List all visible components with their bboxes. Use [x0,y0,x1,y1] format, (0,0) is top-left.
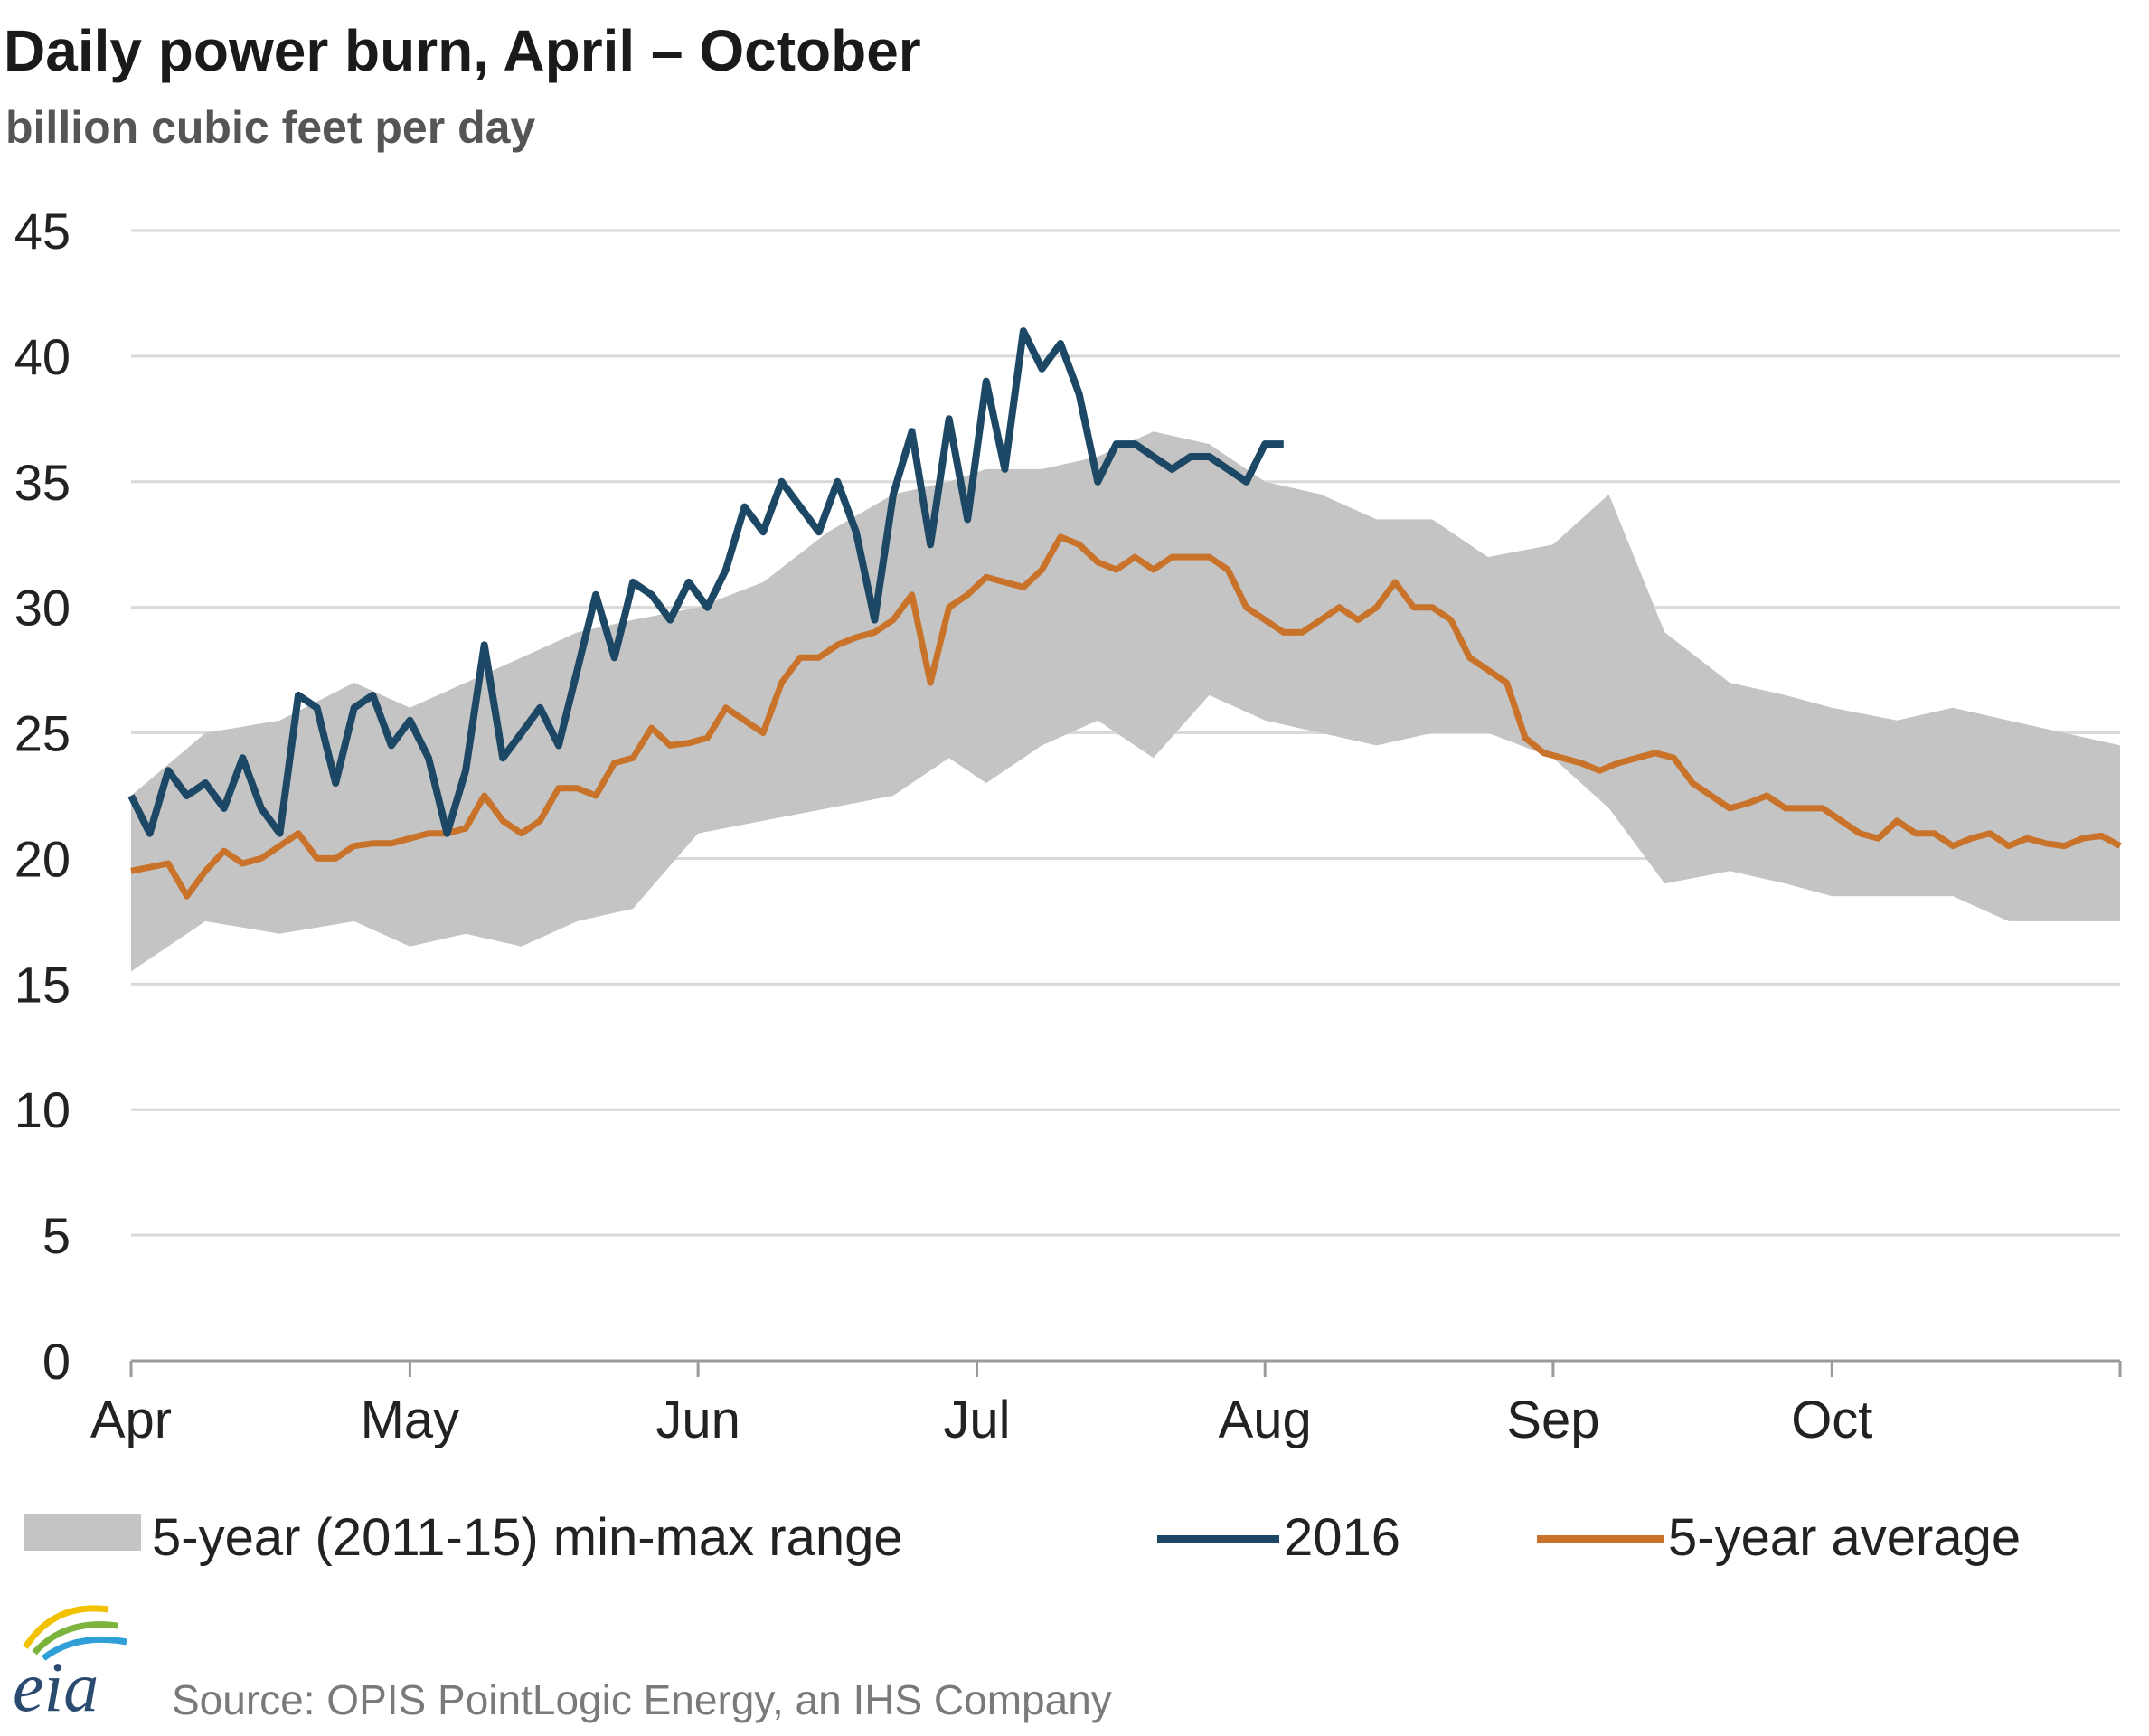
chart-title: Daily power burn, April – October [4,18,921,83]
x-tick-label-Aug: Aug [1219,1391,1312,1449]
series-line-5-year-average [130,533,2122,900]
y-tick-label-35: 35 [14,454,71,511]
y-tick-label-10: 10 [14,1081,71,1138]
legend-label-average: 5-year average [1668,1508,2021,1567]
logo-arc-yellow-icon [23,1605,109,1649]
y-tick-label-5: 5 [42,1207,71,1264]
x-tick-label-Sep: Sep [1506,1391,1599,1449]
y-tick-label-0: 0 [42,1333,71,1390]
legend-label-range: 5-year (2011-15) min-max range [152,1508,903,1567]
y-tick-label-45: 45 [14,203,71,259]
x-tick-label-Jun: Jun [655,1391,740,1449]
source-note: Source: OPIS PointLogic Energy, an IHS C… [172,1676,1112,1723]
y-tick-label-15: 15 [14,956,71,1013]
chart-subtitle: billion cubic feet per day [5,102,535,153]
y-tick-label-20: 20 [14,830,71,887]
logo-text: eia [13,1647,99,1726]
logo-arc-blue-icon [41,1636,127,1661]
series-line-2016 [127,327,1284,837]
legend: 5-year (2011-15) min-max range 2016 5-ye… [24,1508,2021,1567]
y-tick-label-30: 30 [14,580,71,637]
x-tick-label-Apr: Apr [90,1391,172,1449]
y-tick-label-25: 25 [14,705,71,762]
y-tick-label-40: 40 [14,328,71,385]
legend-swatch-range [24,1514,141,1551]
series-range-area [131,431,2120,972]
eia-logo: eia [13,1605,127,1726]
y-axis-ticks: 0 5 10 15 20 25 30 35 40 45 [14,203,71,1390]
logo-arc-green-icon [32,1621,118,1656]
x-tick-label-May: May [361,1391,460,1449]
plot-area [127,327,2122,972]
x-axis: Apr May Jun Jul Aug Sep Oct [90,1359,2122,1449]
legend-label-2016: 2016 [1284,1508,1400,1567]
x-tick-label-Jul: Jul [943,1391,1010,1449]
x-tick-label-Oct: Oct [1791,1391,1872,1449]
